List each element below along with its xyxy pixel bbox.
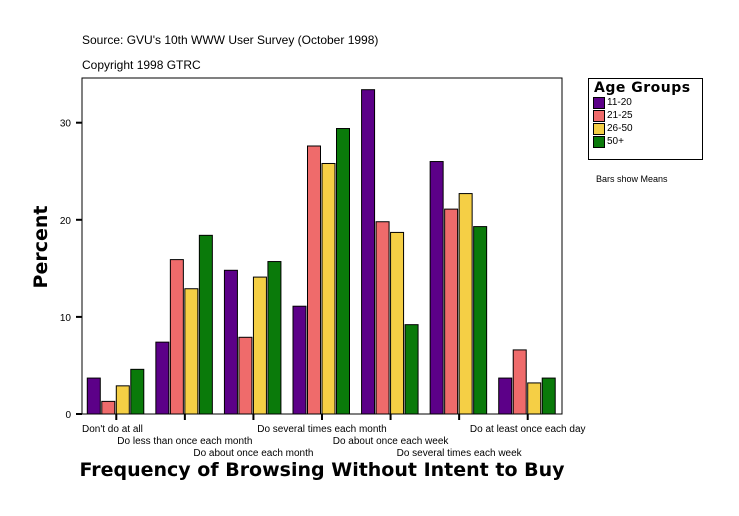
x-tick-label: Don't do at all	[82, 424, 143, 435]
legend-swatch	[593, 109, 605, 122]
bars-note: Bars show Means	[596, 174, 668, 184]
x-axis-label: Frequency of Browsing Without Intent to …	[79, 459, 565, 481]
bar-50+-0	[130, 368, 145, 415]
bar-26-50-1	[184, 288, 199, 415]
bar-21-25-6	[512, 349, 527, 415]
bar-26-50-5	[458, 193, 473, 415]
bar-21-25-3	[307, 145, 321, 415]
bar-21-25-4	[375, 221, 390, 415]
x-tick-label: Do several times each month	[257, 424, 387, 435]
x-tick-label: Do about once each week	[333, 436, 450, 447]
bar-11-20-1	[155, 341, 170, 415]
legend-item: 26-50	[593, 122, 702, 135]
bar-26-50-6	[527, 382, 542, 415]
legend-label: 21-25	[607, 110, 633, 121]
x-tick-label: Do several times each week	[397, 448, 523, 459]
bar-21-25-1	[169, 259, 184, 415]
bar-11-20-5	[429, 161, 444, 415]
bar-50+-3	[336, 128, 350, 415]
bar-50+-6	[541, 377, 556, 415]
bar-11-20-3	[292, 305, 307, 415]
bar-11-20-0	[86, 377, 101, 415]
bar-50+-1	[198, 234, 213, 415]
bar-21-25-5	[444, 208, 459, 415]
y-tick-label: 0	[65, 410, 71, 421]
bar-21-25-0	[101, 400, 116, 415]
x-tick-label: Do less than once each month	[117, 436, 252, 447]
y-axis-label: Percent	[30, 206, 52, 289]
bar-26-50-0	[115, 385, 130, 415]
bar-26-50-2	[252, 276, 267, 415]
bar-11-20-2	[223, 269, 238, 415]
bar-26-50-3	[321, 162, 336, 415]
x-tick-label: Do at least once each day	[470, 424, 586, 435]
bar-50+-5	[473, 226, 488, 415]
bar-21-25-2	[238, 336, 253, 415]
legend-swatch	[593, 96, 605, 109]
bar-50+-4	[404, 324, 419, 415]
legend-title: Age Groups	[594, 80, 691, 96]
legend-swatch	[593, 122, 605, 135]
bar-26-50-4	[390, 231, 405, 415]
bar-11-20-6	[498, 377, 513, 415]
x-tick-label: Do about once each month	[193, 448, 313, 459]
legend-label: 11-20	[607, 97, 632, 108]
legend: Age Groups 11-20 21-25 26-50 50+	[588, 78, 703, 160]
legend-swatch	[593, 135, 605, 148]
legend-item: 50+	[593, 135, 702, 148]
y-tick-label: 10	[60, 313, 72, 324]
legend-item: 21-25	[593, 109, 702, 122]
legend-label: 26-50	[607, 123, 633, 134]
legend-item: 11-20	[593, 96, 702, 109]
chart-source: Source: GVU's 10th WWW User Survey (Octo…	[82, 33, 379, 47]
bar-11-20-4	[361, 89, 376, 415]
y-tick-label: 30	[60, 119, 72, 130]
y-tick-label: 20	[60, 216, 72, 227]
chart-copyright: Copyright 1998 GTRC	[82, 58, 201, 72]
bar-50+-2	[267, 261, 282, 415]
legend-label: 50+	[607, 136, 624, 147]
